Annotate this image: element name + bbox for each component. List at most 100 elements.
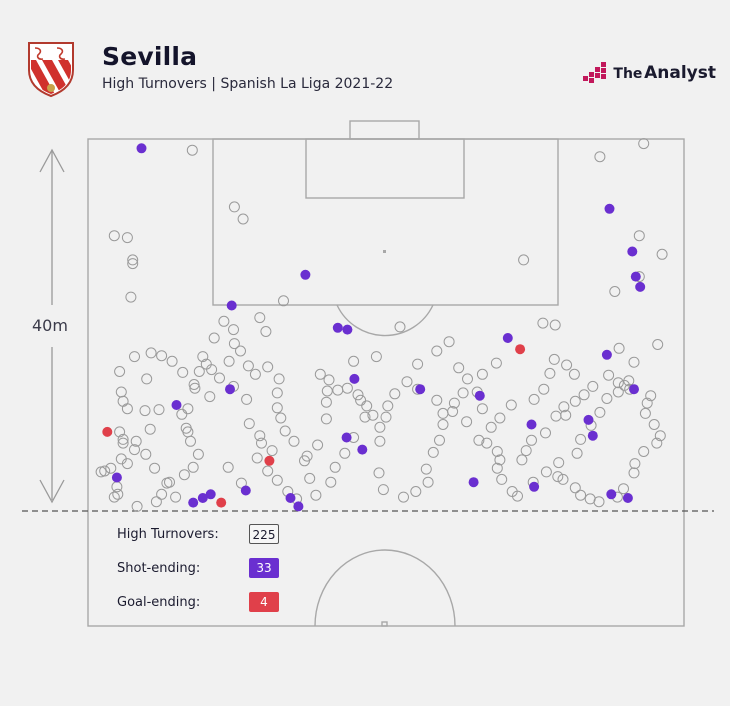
turnover-point (609, 286, 621, 297)
turnover-point (182, 403, 194, 415)
turnover-point (262, 465, 274, 477)
turnover-point (568, 368, 580, 380)
turnover-point (249, 368, 261, 380)
shot-ending-point (606, 489, 617, 500)
turnover-point (380, 411, 392, 423)
turnover-point (166, 355, 178, 367)
shot-ending-point (225, 384, 235, 395)
turnover-point (401, 376, 413, 388)
turnover-point (437, 407, 449, 419)
turnover-point (491, 462, 503, 474)
turnover-point (633, 230, 645, 242)
turnover-point (129, 351, 140, 363)
turnover-point (377, 484, 389, 496)
turnover-point (206, 364, 218, 376)
goal-ending-point (515, 344, 526, 355)
shot-ending-point (197, 493, 208, 503)
shot-ending-point (529, 481, 540, 492)
turnover-point (448, 397, 460, 409)
turnover-point (528, 393, 540, 405)
turnover-point (121, 458, 133, 470)
turnover-point (355, 394, 367, 406)
shot-ending-point (357, 444, 368, 455)
turnover-point (494, 454, 506, 466)
analyst-logo-icon (583, 62, 607, 83)
turnover-point (256, 437, 267, 449)
turnover-point (394, 321, 406, 333)
turnover-point (237, 213, 249, 225)
pitch-outline (87, 138, 685, 627)
turnover-point (99, 465, 111, 477)
turnover-point (550, 410, 562, 422)
shot-ending-point (293, 501, 304, 512)
shot-ending-point (622, 493, 633, 503)
turnover-point (603, 369, 615, 381)
turnover-point (273, 373, 285, 385)
turnover-point (431, 345, 443, 357)
shot-ending-point (342, 324, 353, 335)
turnover-point (150, 496, 162, 508)
turnover-point (243, 418, 255, 430)
turnover-point (548, 353, 560, 365)
turnover-point (115, 386, 127, 398)
turnover-point (638, 138, 650, 150)
turnover-point (144, 423, 156, 435)
turnover-point (453, 362, 465, 374)
turnover-point (145, 347, 157, 359)
shot-ending-point (526, 419, 537, 430)
turnover-point (222, 461, 234, 473)
turnover-point (374, 435, 386, 447)
turnover-point (114, 426, 126, 438)
turnover-point (638, 446, 650, 457)
turnover-point (575, 489, 587, 501)
legend-goal-label: Goal-ending: (117, 595, 201, 610)
turnover-point (359, 411, 371, 423)
turnover-point (367, 409, 379, 421)
turnover-point (373, 467, 385, 479)
turnover-point (496, 473, 508, 485)
turnover-point (651, 437, 663, 449)
shot-ending-point (474, 390, 485, 401)
turnover-point (594, 151, 606, 163)
turnover-point (623, 375, 635, 387)
turnover-point (114, 366, 126, 377)
turnover-point (278, 295, 289, 307)
turnover-point (241, 393, 253, 405)
pitch-lines (87, 120, 685, 627)
turnover-point (310, 489, 322, 501)
turnover-point (178, 469, 190, 481)
turnover-point (301, 450, 313, 462)
six-yard-box (305, 138, 465, 199)
turnover-point (180, 422, 192, 434)
turnover-point (329, 461, 341, 473)
turnover-point (254, 430, 266, 442)
turnover-point (374, 421, 386, 433)
turnover-point (587, 380, 599, 392)
turnover-point (618, 483, 629, 495)
turnover-point (214, 372, 225, 384)
shot-ending-point (415, 384, 426, 395)
turnover-point (156, 488, 168, 500)
turnover-point (271, 402, 283, 414)
turnover-point (639, 407, 651, 419)
turnover-point (518, 254, 530, 266)
shot-ending-point (468, 477, 479, 488)
turnover-point (186, 144, 198, 156)
turnover-point (645, 390, 657, 402)
goal-ending-point (216, 497, 227, 508)
shot-ending-point (332, 322, 343, 333)
goal-ending-point (264, 455, 275, 466)
shot-ending-point (300, 269, 311, 280)
turnover-point (321, 385, 333, 397)
turnover-point (121, 403, 133, 415)
turnover-point (320, 396, 332, 408)
turnover-point (266, 445, 278, 457)
turnover-point (613, 342, 625, 354)
turnover-point (628, 467, 640, 479)
turnover-point (127, 254, 139, 266)
turnover-point (131, 500, 143, 512)
turnover-point (462, 373, 473, 385)
turnover-point (262, 361, 274, 373)
turnover-point (228, 201, 240, 213)
